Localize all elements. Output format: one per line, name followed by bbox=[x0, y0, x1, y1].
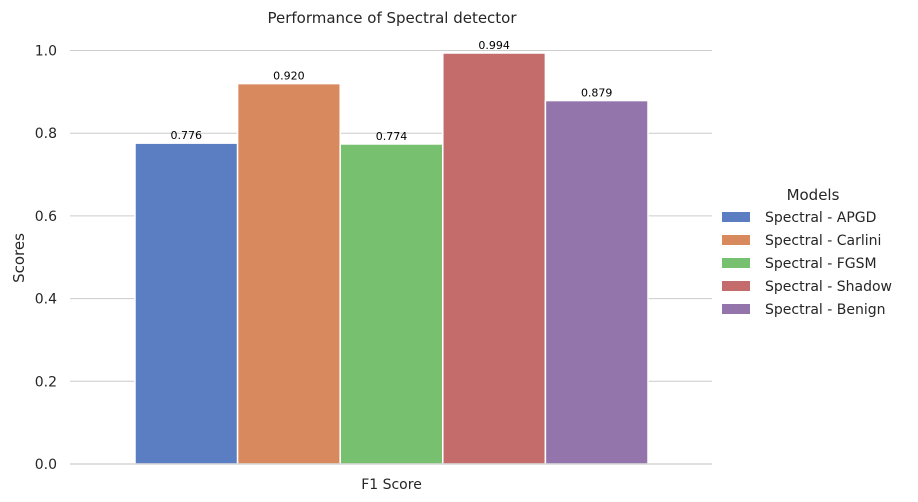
legend-swatch bbox=[722, 212, 750, 222]
x-tick-label: F1 Score bbox=[361, 477, 422, 493]
y-axis-ticks: 0.0 0.2 0.4 0.6 0.8 1.0 bbox=[35, 44, 57, 473]
bar bbox=[339, 143, 444, 465]
data-labels: 0.776 0.920 0.774 0.994 0.879 bbox=[171, 39, 613, 143]
bar bbox=[544, 99, 649, 465]
y-tick-label: 0.6 bbox=[35, 209, 57, 225]
legend-entry: Spectral - FGSM bbox=[765, 256, 877, 272]
bar-value-label: 0.879 bbox=[581, 87, 613, 100]
legend-title: Models bbox=[787, 186, 840, 204]
y-tick-label: 0.0 bbox=[35, 457, 57, 473]
y-axis-label: Scores bbox=[10, 233, 28, 283]
legend-swatch bbox=[722, 304, 750, 314]
x-axis-ticks: F1 Score bbox=[361, 477, 422, 493]
legend-entry: Spectral - Shadow bbox=[765, 279, 892, 295]
legend-entry: Spectral - APGD bbox=[765, 210, 876, 226]
legend-entry: Spectral - Benign bbox=[765, 302, 886, 318]
legend-entry: Spectral - Carlini bbox=[765, 233, 881, 249]
legend-swatch bbox=[722, 281, 750, 291]
bar bbox=[442, 52, 547, 465]
bar bbox=[134, 142, 239, 465]
legend: Models Spectral - APGD Spectral - Carlini… bbox=[722, 186, 892, 318]
bars bbox=[134, 52, 649, 465]
legend-swatch bbox=[722, 235, 750, 245]
chart-title: Performance of Spectral detector bbox=[267, 9, 517, 27]
bar-value-label: 0.774 bbox=[376, 130, 408, 143]
y-tick-label: 0.8 bbox=[35, 126, 57, 142]
y-tick-label: 0.4 bbox=[35, 292, 57, 308]
bar bbox=[236, 82, 341, 465]
bar-value-label: 0.994 bbox=[478, 39, 510, 52]
y-tick-label: 1.0 bbox=[35, 44, 57, 60]
bar-value-label: 0.776 bbox=[171, 129, 203, 142]
legend-swatch bbox=[722, 258, 750, 268]
y-tick-label: 0.2 bbox=[35, 374, 57, 390]
bar-value-label: 0.920 bbox=[273, 70, 305, 83]
